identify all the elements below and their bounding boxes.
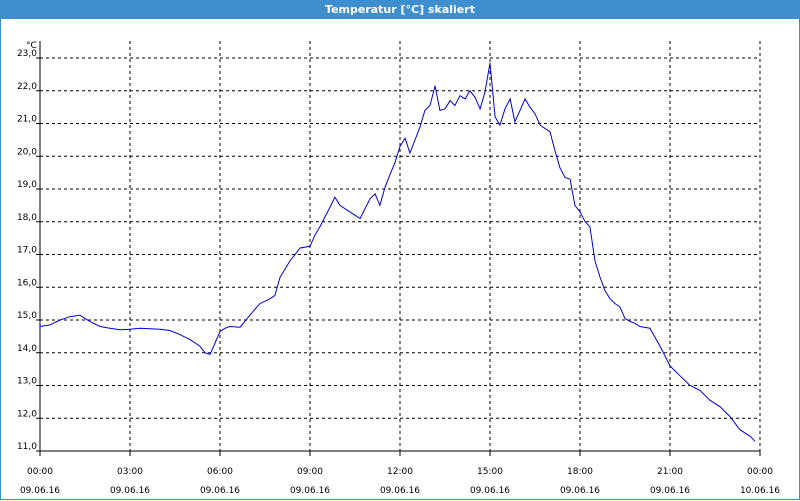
y-tick-label: 15,0 [17,311,37,321]
x-tick-date: 09.06.16 [470,486,510,496]
x-tick-date: 09.06.16 [20,486,60,496]
x-tick-time: 06:00 [207,467,233,477]
y-tick-label: 17,0 [17,246,37,256]
y-tick-label: 12,0 [17,409,37,419]
x-tick-time: 15:00 [477,467,503,477]
y-tick-label: 20,0 [17,147,37,157]
y-tick-label: 21,0 [17,115,37,125]
series-layer [39,62,756,442]
y-tick-label: 16,0 [17,278,37,288]
x-tick-date: 09.06.16 [110,486,150,496]
y-tick-label: 19,0 [17,180,37,190]
y-tick-label: 18,0 [17,213,37,223]
y-axis-unit: °C [26,41,37,51]
x-tick-time: 03:00 [117,467,143,477]
y-tick-label: 13,0 [17,377,37,387]
window-title: Temperatur [°C] skaliert [1,1,799,19]
y-tick-label: 11,0 [17,442,37,452]
x-tick-date: 09.06.16 [290,486,330,496]
x-tick-date: 09.06.16 [560,486,600,496]
x-tick-time: 00:00 [747,467,773,477]
x-tick-time: 09:00 [297,467,323,477]
x-tick-date: 09.06.16 [200,486,240,496]
x-tick-time: 00:00 [27,467,53,477]
grid [39,41,761,452]
y-tick-label: 14,0 [17,344,37,354]
axes [36,41,761,456]
x-tick-date: 10.06.16 [740,486,780,496]
x-tick-date: 09.06.16 [650,486,690,496]
y-tick-label: 23,0 [17,49,37,59]
x-tick-time: 21:00 [657,467,683,477]
x-tick-time: 12:00 [387,467,413,477]
y-tick-label: 22,0 [17,82,37,92]
x-tick-date: 09.06.16 [380,486,420,496]
x-tick-time: 18:00 [567,467,593,477]
series-line [39,62,756,442]
tick-labels: 11,0 12,0 13,0 14,0 15,0 16,0 17,0 18,0 19,0 20,0… [17,41,780,496]
